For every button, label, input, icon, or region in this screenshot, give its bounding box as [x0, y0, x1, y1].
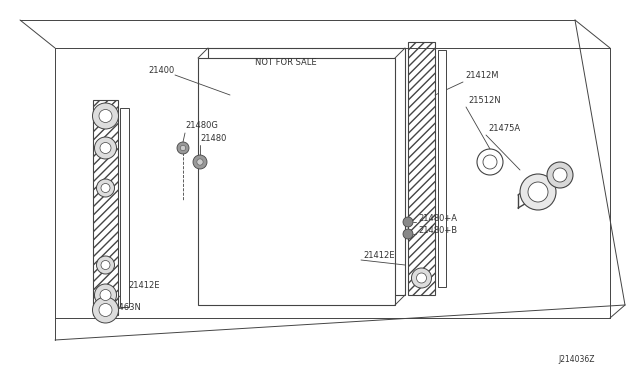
Bar — [208, 48, 405, 295]
Bar — [408, 42, 435, 295]
Circle shape — [177, 142, 189, 154]
Circle shape — [193, 155, 207, 169]
Circle shape — [197, 159, 203, 165]
Text: J214036Z: J214036Z — [559, 356, 595, 365]
Text: 21480G: 21480G — [185, 121, 218, 129]
Text: 21480+A: 21480+A — [418, 214, 457, 222]
Circle shape — [95, 137, 116, 159]
Circle shape — [99, 304, 112, 317]
Circle shape — [100, 289, 111, 301]
Circle shape — [180, 145, 186, 151]
Circle shape — [99, 109, 112, 122]
Text: 21400: 21400 — [148, 65, 174, 74]
Circle shape — [483, 155, 497, 169]
Text: 21412E: 21412E — [363, 250, 394, 260]
Text: 21412E: 21412E — [128, 280, 159, 289]
Circle shape — [528, 182, 548, 202]
Text: 21480+B: 21480+B — [418, 225, 457, 234]
Circle shape — [97, 256, 115, 274]
Circle shape — [97, 179, 115, 197]
Circle shape — [403, 229, 413, 239]
Circle shape — [101, 183, 110, 192]
Circle shape — [553, 168, 567, 182]
Text: 21412M: 21412M — [465, 71, 499, 80]
Bar — [93, 100, 118, 315]
Circle shape — [95, 284, 116, 306]
Text: 21512N: 21512N — [468, 96, 500, 105]
Circle shape — [547, 162, 573, 188]
Bar — [438, 50, 446, 287]
Circle shape — [520, 174, 556, 210]
Text: 21475A: 21475A — [488, 124, 520, 132]
Circle shape — [93, 103, 118, 129]
Text: NOT FOR SALE: NOT FOR SALE — [255, 58, 317, 67]
Text: 21463N: 21463N — [108, 304, 141, 312]
Circle shape — [403, 217, 413, 227]
Circle shape — [93, 297, 118, 323]
Circle shape — [101, 260, 110, 269]
Bar — [198, 58, 395, 305]
Bar — [120, 108, 129, 307]
Text: 21480: 21480 — [200, 134, 227, 142]
Circle shape — [100, 142, 111, 154]
Circle shape — [417, 273, 426, 283]
Circle shape — [412, 268, 431, 288]
